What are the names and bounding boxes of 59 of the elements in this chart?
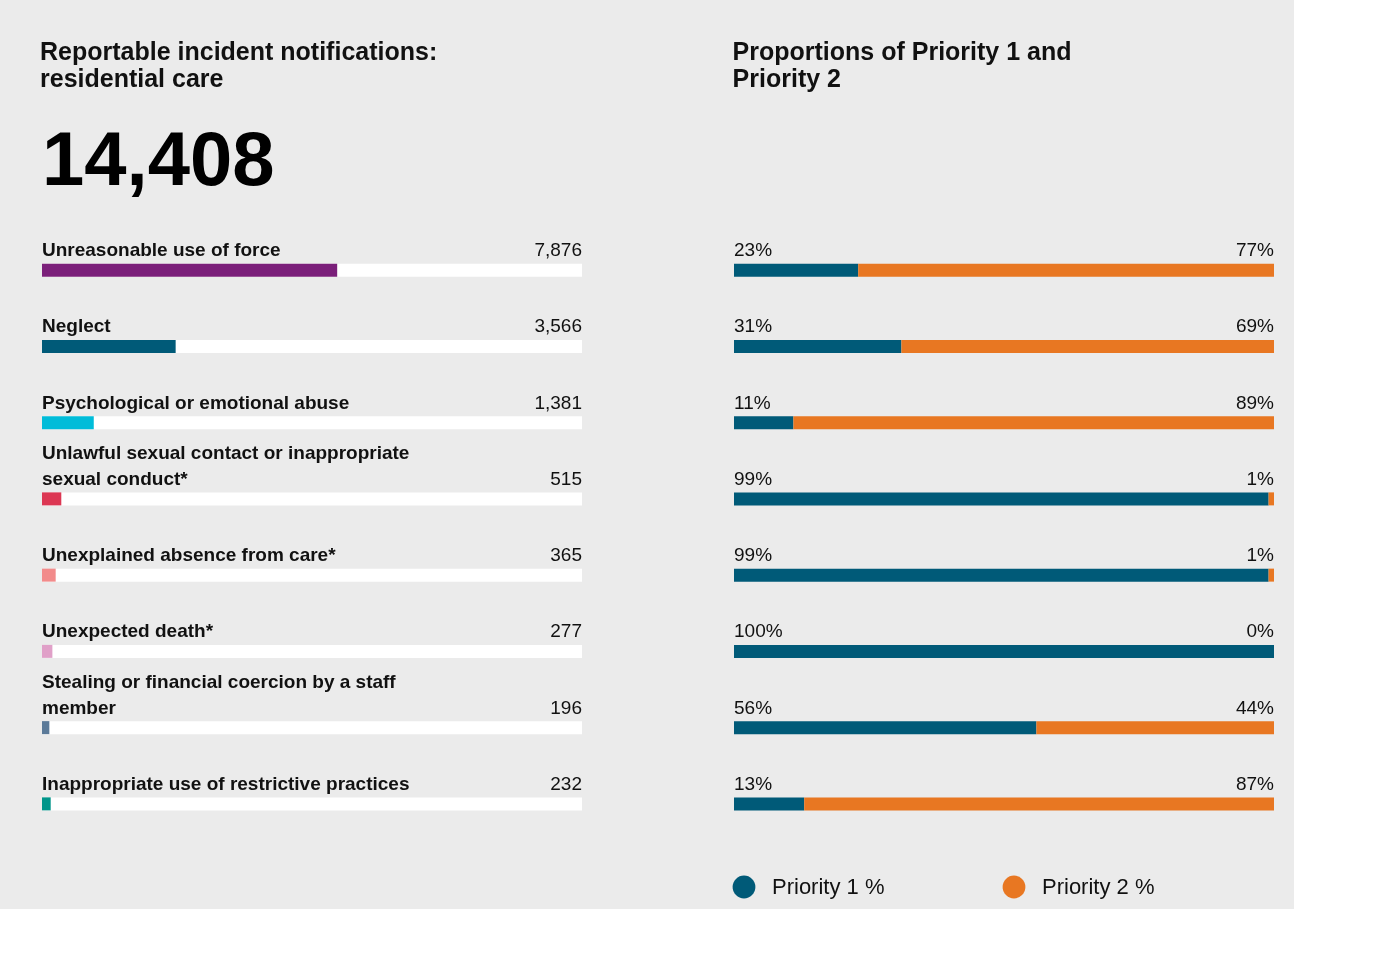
data-label: 0%	[1246, 620, 1275, 642]
y-tick-label: Unlawful sexual contact or inappropriate sexual conduct*	[42, 441, 410, 489]
bar	[734, 721, 1037, 735]
data-label: 1%	[1246, 467, 1275, 489]
data-label: 69%	[1235, 315, 1275, 337]
data-label: 11%	[734, 391, 771, 413]
bar	[858, 263, 1274, 277]
data-label: 232	[550, 772, 582, 794]
data-label: 1%	[1246, 544, 1275, 566]
data-label: 3,566	[534, 315, 582, 337]
bar	[734, 644, 1274, 658]
data-label: 100%	[734, 620, 783, 642]
y-tick-label: Inappropriate use of restrictive practices	[42, 772, 410, 794]
bar	[734, 339, 902, 353]
data-label: 87%	[1235, 772, 1275, 794]
bar	[793, 416, 1274, 430]
data-label: 99%	[734, 467, 773, 489]
data-label: 89%	[1235, 391, 1275, 413]
bar	[734, 568, 1269, 582]
legend-label: Priority 2 %	[1042, 874, 1155, 899]
data-label: 277	[550, 620, 582, 642]
bar	[42, 644, 53, 658]
y-tick-label: Unexpected death*	[42, 620, 214, 642]
bar	[734, 492, 1269, 506]
data-label: 77%	[1235, 239, 1275, 261]
bar	[804, 797, 1274, 811]
chart-subtitle: 14,408	[42, 116, 275, 201]
data-label: 13%	[734, 772, 773, 794]
bar	[42, 721, 50, 735]
data-label: 7,876	[534, 239, 582, 261]
bar	[42, 797, 51, 811]
legend-label: Priority 1 %	[772, 874, 885, 899]
bar	[42, 339, 176, 353]
data-label: 31%	[734, 315, 773, 337]
bar	[1268, 492, 1274, 506]
bar	[1036, 721, 1274, 735]
data-label: 23%	[734, 239, 773, 261]
chart-title: Proportions of Priority 1 and Priority 2	[732, 37, 1072, 92]
data-label: 515	[550, 467, 582, 489]
y-tick-label: Neglect	[42, 315, 112, 337]
data-label: 56%	[734, 696, 773, 718]
data-label: 99%	[734, 544, 773, 566]
data-label: 1,381	[534, 391, 582, 413]
data-label: 196	[550, 696, 582, 718]
bar	[42, 568, 56, 582]
y-tick-label: Stealing or financial coercion by a staff member	[42, 670, 397, 718]
bar	[734, 797, 805, 811]
chart-title: Reportable incident notifications: residential care	[40, 37, 438, 92]
y-tick-label: Unreasonable use of force	[42, 239, 281, 261]
y-tick-label: Psychological or emotional abuse	[42, 391, 350, 413]
data-label: 365	[550, 544, 582, 566]
bar	[901, 339, 1274, 353]
y-tick-label: Unexplained absence from care*	[42, 544, 337, 566]
data-label: 44%	[1235, 696, 1275, 718]
bar	[42, 416, 94, 430]
bar	[734, 416, 794, 430]
bar	[734, 263, 859, 277]
bar	[1268, 568, 1274, 582]
bar	[42, 492, 62, 506]
